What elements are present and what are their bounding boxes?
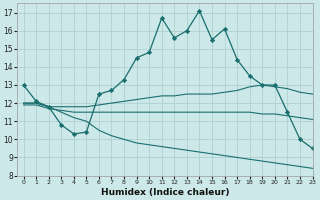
X-axis label: Humidex (Indice chaleur): Humidex (Indice chaleur) [101,188,229,197]
